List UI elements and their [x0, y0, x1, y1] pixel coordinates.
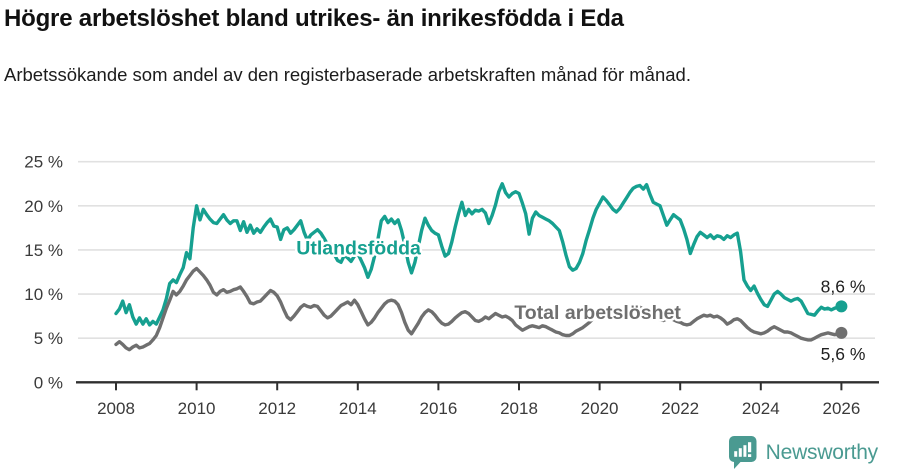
x-axis-tick-label: 2026 — [822, 399, 860, 418]
x-axis-tick-label: 2008 — [97, 399, 135, 418]
y-axis-tick-label: 15 % — [24, 241, 63, 260]
x-axis-tick-label: 2020 — [581, 399, 619, 418]
unemployment-line-chart: 0 % 5 % 10 % 15 % 20 % 25 % 2008 2010 2012 2014 20… — [0, 140, 900, 440]
x-axis-tick-label: 2024 — [742, 399, 780, 418]
x-axis-tick-label: 2012 — [258, 399, 296, 418]
brand-footer: Newsworthy — [727, 435, 878, 470]
x-axis-tick-label: 2014 — [339, 399, 377, 418]
x-axis-tick-label: 2010 — [178, 399, 216, 418]
utlandsfodda-end-value-label: 8,6 % — [821, 276, 866, 296]
total-end-value-label: 5,6 % — [821, 344, 866, 364]
y-axis-tick-label: 10 % — [24, 285, 63, 304]
x-axis-tick-label: 2022 — [661, 399, 699, 418]
y-axis-tick-label: 20 % — [24, 197, 63, 216]
utlandsfodda-end-dot — [835, 300, 848, 313]
chart-subtitle: Arbetssökande som andel av den registerb… — [4, 64, 691, 85]
total-line — [114, 266, 844, 352]
x-axis-tick-label: 2016 — [419, 399, 457, 418]
y-axis-tick-label: 5 % — [34, 329, 63, 348]
y-axis-tick-label: 25 % — [24, 153, 63, 172]
x-axis-tick-label: 2018 — [500, 399, 538, 418]
newsworthy-logo-icon — [727, 435, 758, 470]
total-series-label: Total arbetslöshet — [514, 302, 681, 324]
utlandsfodda-series-label: Utlandsfödda — [296, 237, 421, 259]
y-axis-tick-label: 0 % — [34, 373, 63, 392]
chart-canvas: 0 % 5 % 10 % 15 % 20 % 25 % 2008 2010 2012 2014 20… — [24, 153, 879, 418]
total-end-dot — [835, 326, 848, 339]
newsworthy-logo-text: Newsworthy — [765, 440, 879, 464]
chart-title: Högre arbetslöshet bland utrikes- än inr… — [4, 5, 624, 32]
utlandsfodda-line — [114, 182, 844, 327]
